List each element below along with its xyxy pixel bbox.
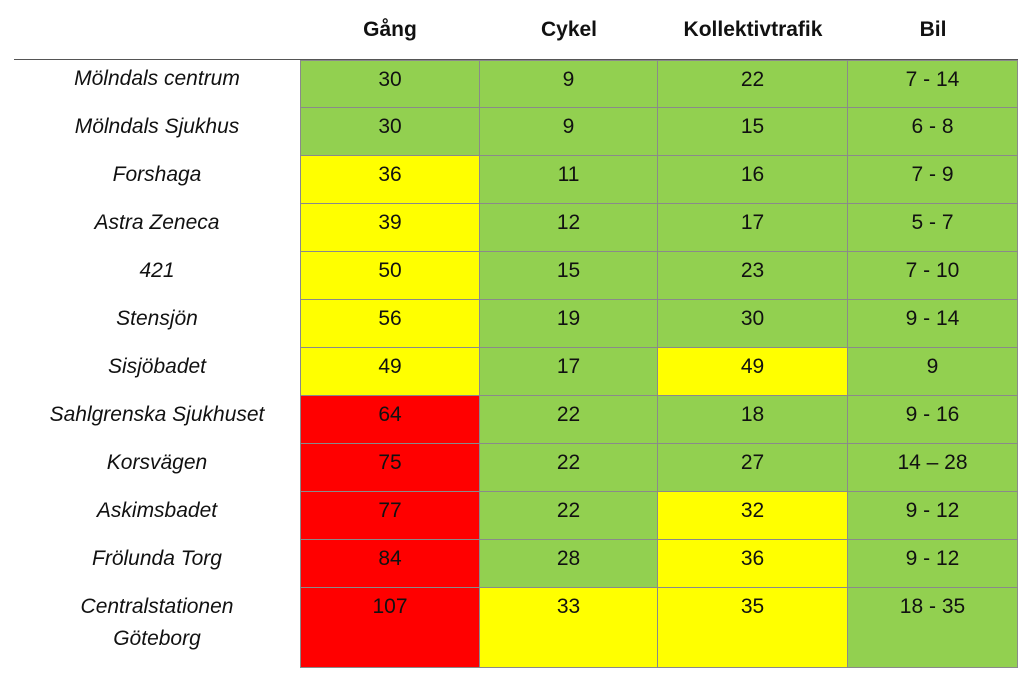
cell-kollektivtrafik: 49 [658, 348, 848, 396]
cell-gang: 84 [300, 540, 480, 588]
table-row: Korsvägen 75 22 27 14 – 28 [14, 444, 1018, 492]
cell-gang: 36 [300, 156, 480, 204]
column-header-kollektivtrafik: Kollektivtrafik [683, 18, 823, 41]
cell-cykel: 19 [480, 300, 658, 348]
cell-cykel: 17 [480, 348, 658, 396]
cell-gang: 49 [300, 348, 480, 396]
row-label-place: 421 [139, 259, 175, 282]
cell-bil: 9 - 12 [848, 492, 1018, 540]
table-row: Mölndals centrum 30 9 22 7 - 14 [14, 60, 1018, 108]
cell-gang: 50 [300, 252, 480, 300]
row-label-place: Korsvägen [106, 451, 208, 474]
row-label-place: Stensjön [116, 307, 198, 330]
row-label-place: Sahlgrenska Sjukhuset [49, 403, 265, 426]
table-row: Mölndals Sjukhus 30 9 15 6 - 8 [14, 108, 1018, 156]
cell-cykel: 22 [480, 444, 658, 492]
cell-bil: 7 - 10 [848, 252, 1018, 300]
cell-kollektivtrafik: 27 [658, 444, 848, 492]
cell-cykel: 22 [480, 492, 658, 540]
cell-kollektivtrafik: 36 [658, 540, 848, 588]
cell-bil: 9 [848, 348, 1018, 396]
cell-cykel: 33 [480, 588, 658, 668]
row-label-place: Mölndals centrum [74, 67, 240, 90]
cell-cykel: 11 [480, 156, 658, 204]
table-row: Askimsbadet 77 22 32 9 - 12 [14, 492, 1018, 540]
row-label-place: Centralstationen Göteborg [80, 595, 234, 650]
row-label-place: Sisjöbadet [107, 355, 207, 378]
cell-kollektivtrafik: 16 [658, 156, 848, 204]
table-row: Astra Zeneca 39 12 17 5 - 7 [14, 204, 1018, 252]
cell-cykel: 9 [480, 60, 658, 108]
row-label-place: Mölndals Sjukhus [74, 115, 240, 138]
cell-bil: 9 - 12 [848, 540, 1018, 588]
cell-cykel: 22 [480, 396, 658, 444]
cell-bil: 9 - 16 [848, 396, 1018, 444]
row-label-place: Forshaga [112, 163, 202, 186]
row-label-place: Frölunda Torg [92, 547, 222, 570]
table-row: Frölunda Torg 84 28 36 9 - 12 [14, 540, 1018, 588]
row-label-place: Astra Zeneca [94, 211, 220, 234]
table-row: Forshaga 36 11 16 7 - 9 [14, 156, 1018, 204]
cell-gang: 30 [300, 108, 480, 156]
cell-kollektivtrafik: 23 [658, 252, 848, 300]
header-divider [14, 59, 1018, 60]
cell-gang: 75 [300, 444, 480, 492]
table-header: Gång Cykel Kollektivtrafik Bil [300, 14, 1020, 46]
column-header-gang: Gång [363, 18, 417, 41]
cell-bil: 6 - 8 [848, 108, 1018, 156]
table-row: 421 50 15 23 7 - 10 [14, 252, 1018, 300]
cell-bil: 9 - 14 [848, 300, 1018, 348]
column-header-bil: Bil [919, 18, 947, 41]
cell-bil: 7 - 14 [848, 60, 1018, 108]
cell-cykel: 9 [480, 108, 658, 156]
cell-gang: 64 [300, 396, 480, 444]
cell-kollektivtrafik: 30 [658, 300, 848, 348]
table-row: Sisjöbadet 49 17 49 9 [14, 348, 1018, 396]
cell-bil: 7 - 9 [848, 156, 1018, 204]
table-row: Stensjön 56 19 30 9 - 14 [14, 300, 1018, 348]
cell-kollektivtrafik: 15 [658, 108, 848, 156]
cell-gang: 107 [300, 588, 480, 668]
cell-cykel: 12 [480, 204, 658, 252]
cell-kollektivtrafik: 18 [658, 396, 848, 444]
cell-bil: 14 – 28 [848, 444, 1018, 492]
row-label-place: Askimsbadet [96, 499, 218, 522]
table-row: Centralstationen Göteborg 107 33 35 18 - 35 [14, 588, 1018, 668]
column-header-cykel: Cykel [540, 18, 598, 41]
cell-bil: 5 - 7 [848, 204, 1018, 252]
cell-gang: 30 [300, 60, 480, 108]
cell-kollektivtrafik: 22 [658, 60, 848, 108]
cell-kollektivtrafik: 35 [658, 588, 848, 668]
cell-gang: 77 [300, 492, 480, 540]
cell-kollektivtrafik: 32 [658, 492, 848, 540]
cell-cykel: 15 [480, 252, 658, 300]
travel-time-table: Mölndals centrum 30 9 22 7 - 14 Mölndals Sjuk… [14, 60, 1018, 668]
table-row: Sahlgrenska Sjukhuset 64 22 18 9 - 16 [14, 396, 1018, 444]
cell-kollektivtrafik: 17 [658, 204, 848, 252]
cell-cykel: 28 [480, 540, 658, 588]
cell-gang: 56 [300, 300, 480, 348]
cell-gang: 39 [300, 204, 480, 252]
cell-bil: 18 - 35 [848, 588, 1018, 668]
